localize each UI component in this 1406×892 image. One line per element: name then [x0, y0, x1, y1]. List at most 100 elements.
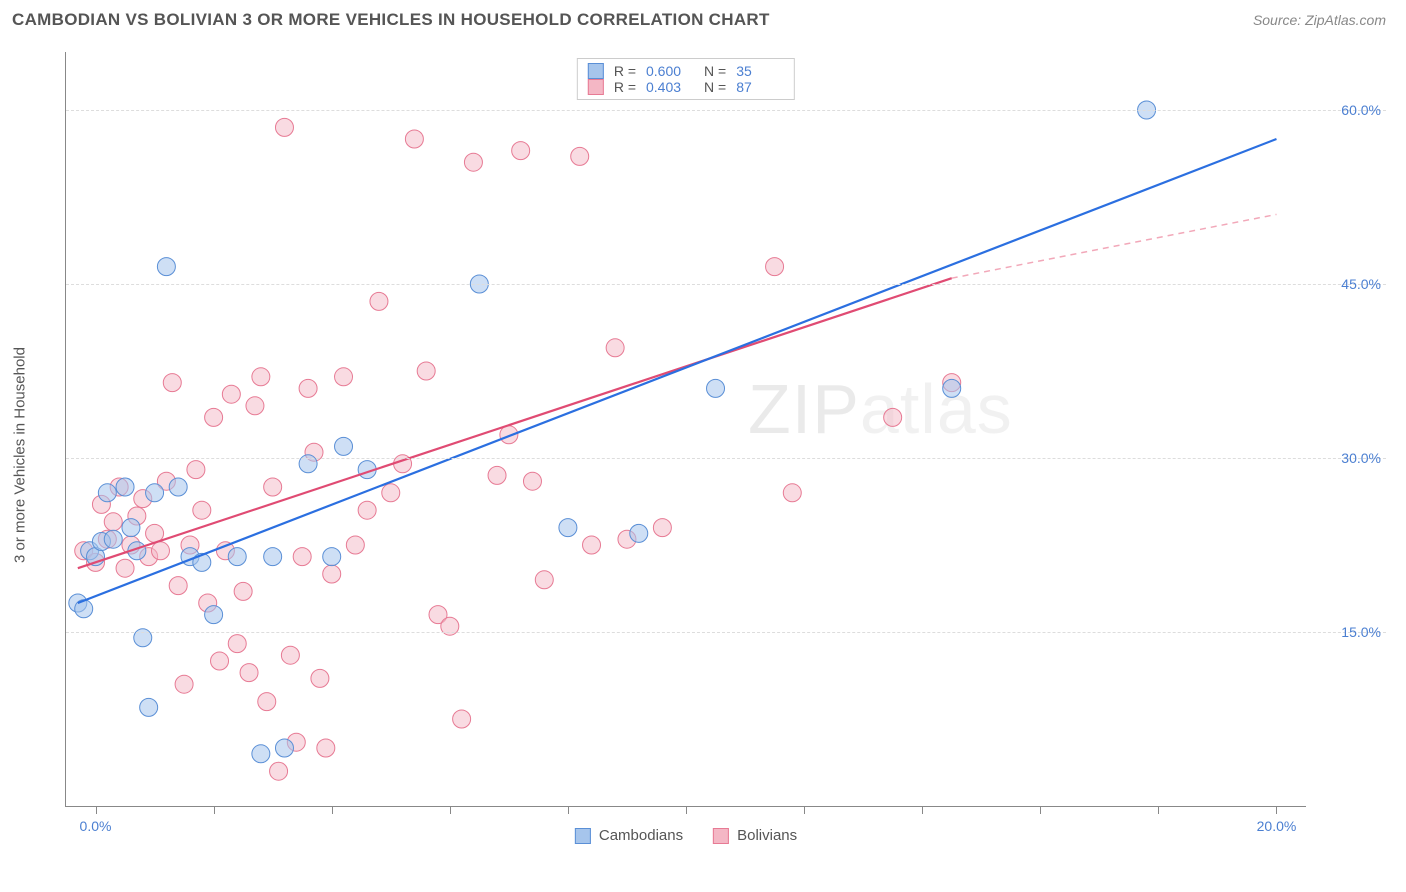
legend-stats-row-0: R = 0.600 N = 35	[588, 63, 784, 79]
legend-r-value-1: 0.403	[646, 79, 694, 95]
data-point	[169, 478, 187, 496]
x-tick	[450, 806, 451, 814]
y-tick-label: 45.0%	[1341, 276, 1381, 292]
data-point	[234, 582, 252, 600]
plot-svg	[66, 52, 1306, 806]
data-point	[630, 524, 648, 542]
data-point	[571, 147, 589, 165]
data-point	[417, 362, 435, 380]
data-point	[264, 548, 282, 566]
data-point	[583, 536, 601, 554]
x-tick	[1276, 806, 1277, 814]
x-tick-label: 0.0%	[80, 818, 112, 834]
legend-swatch-0	[588, 63, 604, 79]
x-tick	[686, 806, 687, 814]
data-point	[453, 710, 471, 728]
x-tick	[214, 806, 215, 814]
legend-r-label-1: R =	[614, 79, 636, 95]
bottom-legend-swatch-1	[713, 828, 729, 844]
data-point	[707, 379, 725, 397]
bottom-legend-swatch-0	[575, 828, 591, 844]
data-point	[104, 513, 122, 531]
data-point	[246, 397, 264, 415]
data-point	[252, 745, 270, 763]
legend-n-value-0: 35	[736, 63, 784, 79]
data-point	[335, 368, 353, 386]
data-point	[169, 577, 187, 595]
data-point	[75, 600, 93, 618]
data-point	[205, 408, 223, 426]
data-point	[175, 675, 193, 693]
data-point	[116, 559, 134, 577]
data-point	[146, 484, 164, 502]
chart-container: 3 or more Vehicles in Household ZIPatlas…	[35, 52, 1386, 857]
bottom-legend-label-1: Bolivians	[737, 827, 797, 844]
data-point	[335, 437, 353, 455]
data-point	[512, 142, 530, 160]
legend-stats-box: R = 0.600 N = 35 R = 0.403 N = 87	[577, 58, 795, 100]
bottom-legend-label-0: Cambodians	[599, 827, 683, 844]
data-point	[98, 484, 116, 502]
data-point	[943, 379, 961, 397]
source-label: Source: ZipAtlas.com	[1253, 12, 1386, 28]
grid-line	[66, 632, 1386, 633]
y-tick-label: 30.0%	[1341, 450, 1381, 466]
data-point	[766, 258, 784, 276]
x-tick	[804, 806, 805, 814]
data-point	[653, 519, 671, 537]
grid-line	[66, 284, 1386, 285]
y-tick-label: 60.0%	[1341, 102, 1381, 118]
data-point	[559, 519, 577, 537]
legend-r-value-0: 0.600	[646, 63, 694, 79]
data-point	[163, 374, 181, 392]
data-point	[264, 478, 282, 496]
data-point	[382, 484, 400, 502]
x-tick	[96, 806, 97, 814]
x-tick-label: 20.0%	[1257, 818, 1297, 834]
data-point	[122, 519, 140, 537]
data-point	[405, 130, 423, 148]
data-point	[211, 652, 229, 670]
data-point	[358, 501, 376, 519]
data-point	[228, 635, 246, 653]
header: CAMBODIAN VS BOLIVIAN 3 OR MORE VEHICLES…	[0, 0, 1406, 40]
data-point	[323, 565, 341, 583]
legend-r-label-0: R =	[614, 63, 636, 79]
data-point	[116, 478, 134, 496]
bottom-legend-item-0: Cambodians	[575, 827, 683, 844]
plot-area: ZIPatlas R = 0.600 N = 35 R = 0.403 N = …	[65, 52, 1306, 807]
data-point	[222, 385, 240, 403]
data-point	[370, 292, 388, 310]
data-point	[884, 408, 902, 426]
data-point	[252, 368, 270, 386]
data-point	[258, 693, 276, 711]
legend-n-label-1: N =	[704, 79, 726, 95]
data-point	[323, 548, 341, 566]
data-point	[157, 258, 175, 276]
data-point	[270, 762, 288, 780]
x-tick	[568, 806, 569, 814]
x-tick	[1040, 806, 1041, 814]
grid-line	[66, 110, 1386, 111]
bottom-legend: Cambodians Bolivians	[575, 827, 797, 844]
data-point	[193, 501, 211, 519]
y-tick-label: 15.0%	[1341, 624, 1381, 640]
x-tick	[922, 806, 923, 814]
data-point	[240, 664, 258, 682]
y-axis-label: 3 or more Vehicles in Household	[12, 347, 29, 563]
legend-swatch-1	[588, 79, 604, 95]
data-point	[299, 379, 317, 397]
data-point	[275, 118, 293, 136]
data-point	[783, 484, 801, 502]
data-point	[104, 530, 122, 548]
data-point	[523, 472, 541, 490]
bottom-legend-item-1: Bolivians	[713, 827, 797, 844]
data-point	[205, 606, 223, 624]
data-point	[535, 571, 553, 589]
data-point	[488, 466, 506, 484]
x-tick	[1158, 806, 1159, 814]
data-point	[293, 548, 311, 566]
data-point	[311, 669, 329, 687]
data-point	[275, 739, 293, 757]
data-point	[140, 698, 158, 716]
